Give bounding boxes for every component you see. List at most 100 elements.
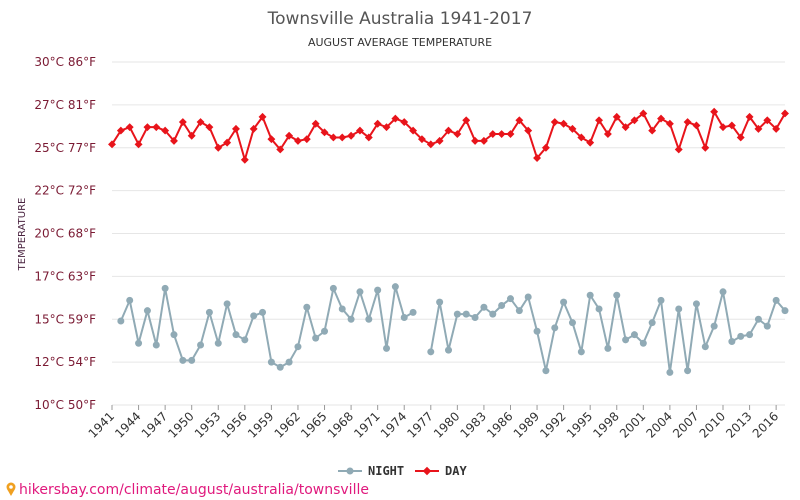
data-point-day[interactable]: [488, 130, 497, 138]
data-point-night[interactable]: [524, 293, 532, 301]
data-point-day[interactable]: [152, 123, 161, 132]
data-point-day[interactable]: [276, 145, 285, 154]
data-point-night[interactable]: [710, 322, 718, 330]
data-point-night[interactable]: [161, 284, 169, 292]
data-point-night[interactable]: [781, 307, 789, 315]
data-point-night[interactable]: [285, 358, 293, 366]
data-point-day[interactable]: [781, 109, 789, 118]
data-point-day[interactable]: [683, 118, 692, 126]
data-point-night[interactable]: [267, 358, 275, 366]
data-point-day[interactable]: [453, 130, 462, 138]
data-point-night[interactable]: [356, 288, 364, 296]
data-point-night[interactable]: [143, 307, 151, 315]
data-point-day[interactable]: [285, 131, 294, 140]
data-point-night[interactable]: [205, 308, 213, 316]
data-point-night[interactable]: [347, 315, 355, 323]
data-point-night[interactable]: [533, 327, 541, 335]
data-point-night[interactable]: [595, 305, 603, 313]
data-point-night[interactable]: [241, 336, 249, 344]
data-point-night[interactable]: [409, 308, 417, 316]
data-point-night[interactable]: [568, 319, 576, 327]
data-point-night[interactable]: [719, 288, 727, 296]
data-point-day[interactable]: [497, 130, 506, 138]
data-point-night[interactable]: [763, 322, 771, 330]
data-point-day[interactable]: [506, 130, 515, 138]
data-point-night[interactable]: [427, 348, 435, 356]
data-point-night[interactable]: [223, 300, 231, 308]
data-point-night[interactable]: [648, 319, 656, 327]
data-point-day[interactable]: [603, 130, 612, 138]
data-point-night[interactable]: [577, 348, 585, 356]
data-point-night[interactable]: [462, 310, 470, 318]
data-point-night[interactable]: [126, 296, 134, 304]
data-point-night[interactable]: [480, 303, 488, 311]
data-point-night[interactable]: [515, 307, 523, 315]
data-point-night[interactable]: [374, 286, 382, 294]
data-point-night[interactable]: [586, 291, 594, 299]
data-point-night[interactable]: [604, 344, 612, 352]
data-point-night[interactable]: [436, 298, 444, 306]
data-point-day[interactable]: [710, 107, 719, 116]
data-point-day[interactable]: [170, 136, 178, 145]
data-point-day[interactable]: [347, 131, 356, 140]
data-point-day[interactable]: [240, 155, 249, 164]
data-point-night[interactable]: [391, 283, 399, 291]
data-point-day[interactable]: [586, 138, 595, 147]
data-point-night[interactable]: [560, 298, 568, 306]
data-point-night[interactable]: [639, 339, 647, 347]
data-point-day[interactable]: [435, 136, 444, 145]
data-point-night[interactable]: [179, 356, 187, 364]
data-point-day[interactable]: [479, 136, 488, 145]
data-point-night[interactable]: [542, 367, 550, 375]
data-point-night[interactable]: [383, 344, 391, 352]
data-point-day[interactable]: [116, 126, 125, 135]
data-point-day[interactable]: [559, 119, 568, 128]
data-point-day[interactable]: [665, 119, 674, 128]
data-point-night[interactable]: [232, 331, 240, 339]
data-point-night[interactable]: [250, 312, 258, 320]
data-point-night[interactable]: [400, 314, 408, 322]
data-point-day[interactable]: [692, 121, 701, 130]
data-point-day[interactable]: [736, 133, 745, 142]
data-point-night[interactable]: [214, 339, 222, 347]
data-point-night[interactable]: [551, 324, 559, 332]
data-point-night[interactable]: [701, 343, 709, 351]
data-point-day[interactable]: [320, 128, 329, 137]
legend[interactable]: NIGHT DAY: [338, 464, 467, 478]
data-point-day[interactable]: [541, 143, 550, 152]
data-point-night[interactable]: [365, 315, 373, 323]
data-point-night[interactable]: [197, 341, 205, 349]
data-point-day[interactable]: [134, 140, 143, 149]
data-point-night[interactable]: [692, 300, 700, 308]
data-point-night[interactable]: [188, 356, 196, 364]
data-point-night[interactable]: [329, 284, 337, 292]
data-point-night[interactable]: [506, 295, 514, 303]
data-point-night[interactable]: [613, 291, 621, 299]
data-point-day[interactable]: [214, 143, 223, 152]
data-point-night[interactable]: [312, 334, 320, 342]
data-point-night[interactable]: [303, 303, 311, 311]
data-point-night[interactable]: [489, 310, 497, 318]
data-point-night[interactable]: [630, 331, 638, 339]
data-point-night[interactable]: [321, 327, 329, 335]
data-point-night[interactable]: [684, 367, 692, 375]
data-point-night[interactable]: [152, 341, 160, 349]
data-point-night[interactable]: [471, 314, 479, 322]
data-point-day[interactable]: [205, 123, 214, 132]
data-point-day[interactable]: [550, 118, 559, 126]
legend-item-day[interactable]: DAY: [415, 464, 467, 478]
data-point-day[interactable]: [143, 123, 152, 132]
data-point-night[interactable]: [746, 331, 754, 339]
data-point-night[interactable]: [754, 315, 762, 323]
data-point-night[interactable]: [259, 308, 267, 316]
data-point-day[interactable]: [294, 136, 302, 145]
data-point-night[interactable]: [117, 317, 125, 325]
data-point-night[interactable]: [666, 368, 674, 376]
data-point-day[interactable]: [108, 140, 116, 149]
data-point-day[interactable]: [577, 133, 586, 142]
data-point-day[interactable]: [267, 135, 276, 144]
data-point-night[interactable]: [622, 336, 630, 344]
data-point-day[interactable]: [621, 123, 630, 132]
data-point-night[interactable]: [657, 296, 665, 304]
data-point-day[interactable]: [364, 133, 373, 142]
